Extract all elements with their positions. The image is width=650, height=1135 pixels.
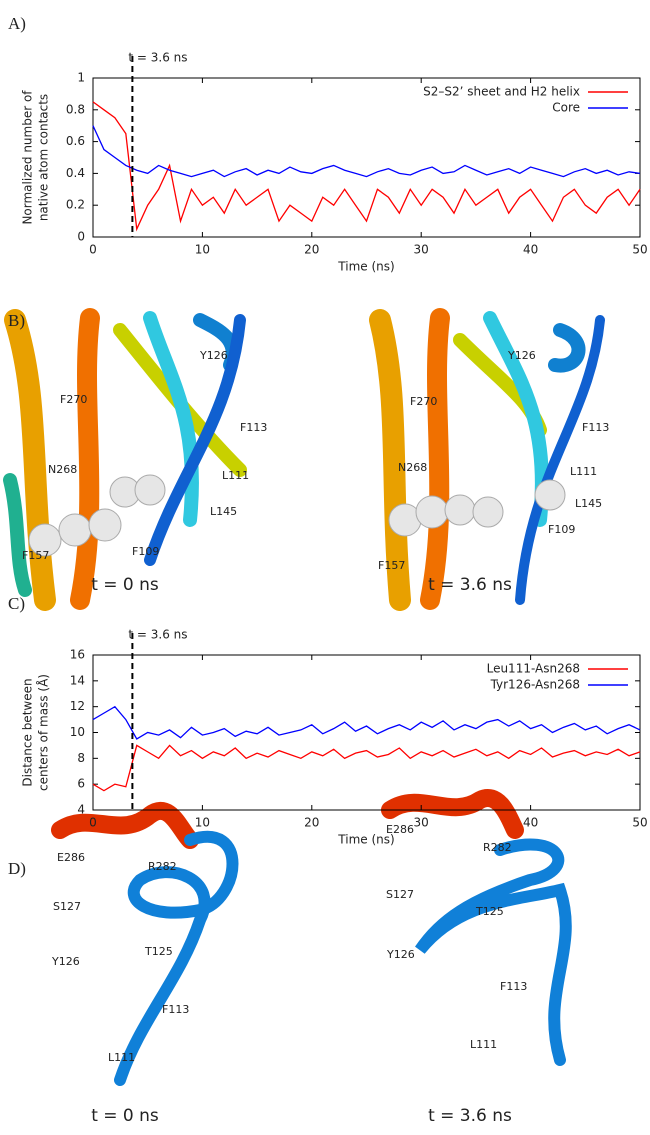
marker-label: t = 3.6 ns [128, 51, 187, 65]
panel-label: A) [8, 14, 26, 33]
residue-label: F113 [240, 421, 267, 434]
residue-label: R282 [483, 841, 512, 854]
caption: t = 3.6 ns [428, 575, 512, 595]
residue-label: S127 [386, 888, 414, 901]
residue-label: E286 [386, 823, 414, 836]
legend-label: Tyr126-Asn268 [490, 678, 580, 692]
x-tick-label: 40 [523, 816, 538, 830]
y-tick-label: 10 [70, 725, 85, 739]
y-tick-label: 0.2 [66, 198, 85, 212]
molecule-b-right [369, 308, 605, 611]
legend-label: Leu111-Asn268 [487, 662, 580, 676]
residue-label: L111 [570, 465, 597, 478]
x-tick-label: 0 [89, 816, 97, 830]
y-tick-label: 8 [77, 751, 85, 765]
residue-label: E286 [57, 851, 85, 864]
residue-label: F157 [22, 549, 49, 562]
molecule-b-left [3, 308, 247, 611]
molecule-d-left [51, 802, 239, 1086]
residue-label: L111 [470, 1038, 497, 1051]
y-tick-label: 14 [70, 673, 85, 687]
residue-label: L111 [222, 469, 249, 482]
residue-label: F270 [60, 393, 87, 406]
panel-label: C) [8, 594, 25, 613]
x-tick-label: 10 [195, 816, 210, 830]
residue-label: R282 [148, 860, 177, 873]
caption: t = 0 ns [91, 1106, 159, 1126]
residue-label: L111 [108, 1051, 135, 1064]
y-axis-label: native atom contacts [37, 94, 51, 221]
x-tick-label: 20 [304, 816, 319, 830]
chart: 0 10 20 30 40 50 0 0.2 0.4 0.6 0.8 1 Time (ns) Normal… [21, 51, 648, 274]
residue-label: N268 [48, 463, 77, 476]
x-tick-label: 30 [414, 816, 429, 830]
residue-label: F270 [410, 395, 437, 408]
y-axis-label: Distance between [21, 678, 35, 786]
x-tick-label: 0 [89, 243, 97, 257]
y-axis-label: Normalized number of [21, 90, 35, 225]
molecule-d-right [381, 789, 572, 1066]
x-tick-label: 50 [632, 243, 647, 257]
residue-label: F109 [548, 523, 575, 536]
y-tick-label: 16 [70, 648, 85, 662]
y-tick-label: 0.4 [66, 166, 85, 180]
y-tick-label: 1 [77, 71, 85, 85]
x-axis-label: Time (ns) [337, 260, 394, 274]
caption: t = 0 ns [91, 575, 159, 595]
y-tick-label: 0.8 [66, 102, 85, 116]
series-line [92, 705, 641, 740]
residue-label: F113 [162, 1003, 189, 1016]
legend-label: Core [552, 101, 580, 115]
x-tick-label: 50 [632, 816, 647, 830]
residue-label: F109 [132, 545, 159, 558]
residue-label: L145 [210, 505, 237, 518]
residue-label: Y126 [507, 349, 536, 362]
residue-label: S127 [53, 900, 81, 913]
y-axis-label: centers of mass (Å) [36, 674, 51, 791]
residue-label: F157 [378, 559, 405, 572]
residue-label: Y126 [51, 955, 80, 968]
y-tick-label: 6 [77, 777, 85, 791]
caption: t = 3.6 ns [428, 1106, 512, 1126]
x-axis-label: Time (ns) [337, 833, 394, 847]
x-tick-label: 20 [304, 243, 319, 257]
y-tick-label: 0.6 [66, 134, 85, 148]
marker-label: t = 3.6 ns [128, 628, 187, 642]
series-line [92, 125, 641, 178]
y-tick-label: 12 [70, 699, 85, 713]
residue-label: T125 [144, 945, 173, 958]
panel-label: B) [8, 311, 25, 330]
residue-label: F113 [500, 980, 527, 993]
chart: 0 10 20 30 40 50 4 6 8 10 12 14 16 Time (ns) Distance … [21, 628, 648, 847]
y-tick-label: 4 [77, 803, 85, 817]
panel-label: D) [8, 859, 26, 878]
residue-label: Y126 [386, 948, 415, 961]
series-line [92, 744, 641, 792]
series-line [92, 101, 641, 232]
plot-frame [92, 77, 641, 238]
residue-label: F113 [582, 421, 609, 434]
x-tick-label: 10 [195, 243, 210, 257]
legend-label: S2–S2’ sheet and H2 helix [423, 85, 580, 99]
residue-label: T125 [475, 905, 504, 918]
x-tick-label: 40 [523, 243, 538, 257]
residue-label: Y126 [199, 349, 228, 362]
residue-label: L145 [575, 497, 602, 510]
y-tick-label: 0 [77, 230, 85, 244]
residue-label: N268 [398, 461, 427, 474]
x-tick-label: 30 [414, 243, 429, 257]
